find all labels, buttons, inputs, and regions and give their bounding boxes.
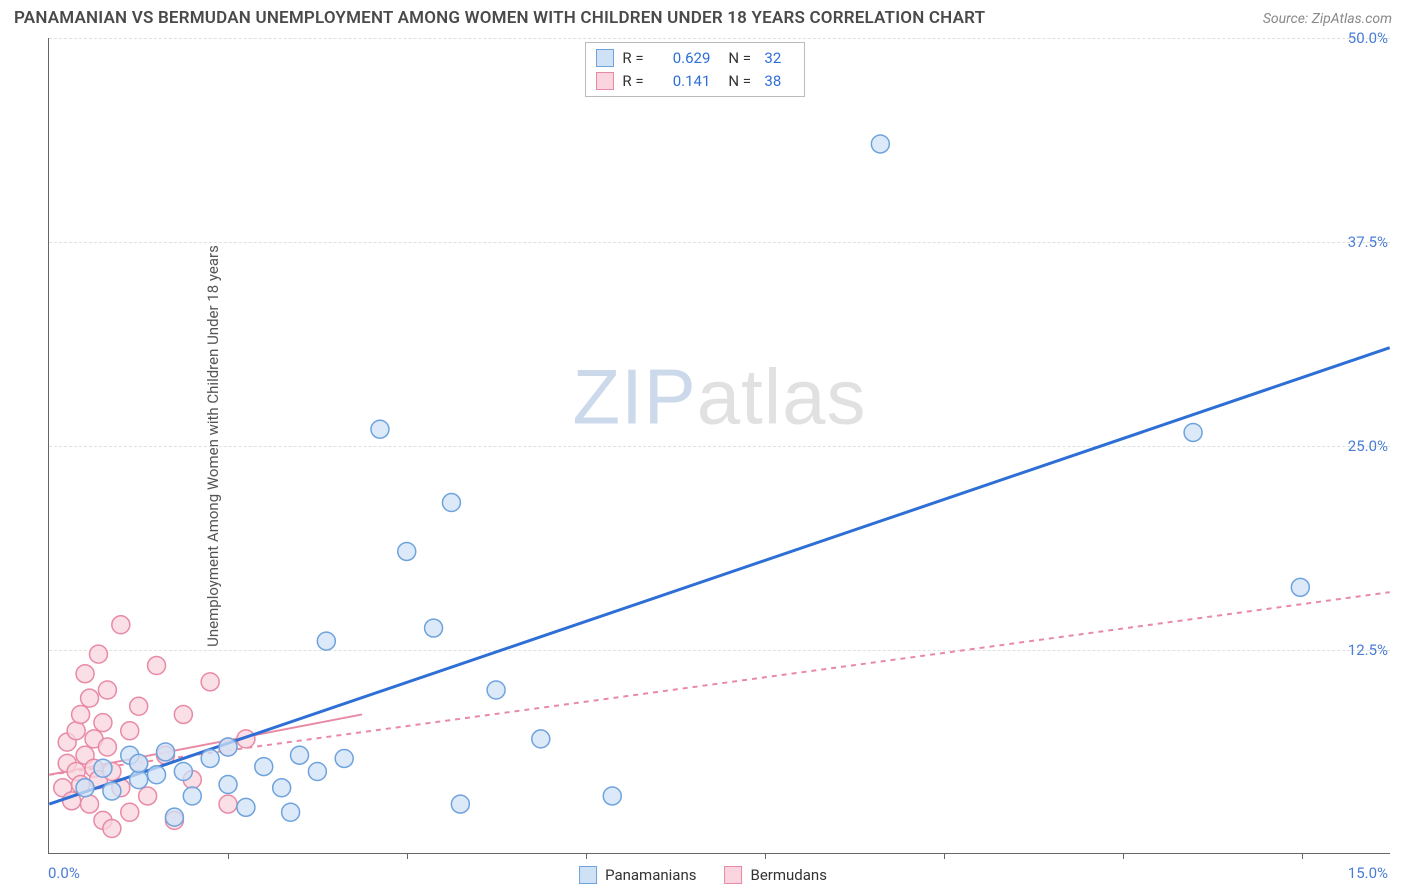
data-point — [1184, 423, 1202, 441]
data-point — [282, 803, 300, 821]
x-tick-label-max: 15.0% — [1348, 864, 1388, 882]
stat-swatch — [596, 72, 614, 90]
chart-title: PANAMANIAN VS BERMUDAN UNEMPLOYMENT AMON… — [14, 8, 985, 28]
chart-area: ZIPatlas R =0.629N =32R =0.141N =38 — [48, 38, 1390, 854]
regression-line-panamanians — [49, 348, 1389, 804]
y-tick-label: 37.5% — [1348, 233, 1388, 251]
stat-n-label: N = — [728, 47, 756, 70]
data-point — [291, 746, 309, 764]
stat-n-value: 32 — [764, 47, 794, 70]
legend-item-panamanians: Panamanians — [579, 866, 696, 884]
y-tick-label: 12.5% — [1348, 641, 1388, 659]
stat-n-label: N = — [728, 70, 756, 93]
y-tick-label: 25.0% — [1348, 437, 1388, 455]
stat-r-label: R = — [622, 70, 650, 93]
data-point — [398, 542, 416, 560]
data-point — [174, 705, 192, 723]
data-point — [98, 738, 116, 756]
legend-label-panamanians: Panamanians — [605, 866, 696, 884]
legend-swatch-panamanians — [579, 866, 597, 884]
data-point — [219, 738, 237, 756]
data-point — [335, 749, 353, 767]
data-point — [81, 795, 99, 813]
data-point — [442, 494, 460, 512]
data-point — [201, 749, 219, 767]
x-tick — [765, 853, 766, 859]
data-point — [67, 722, 85, 740]
data-point — [317, 632, 335, 650]
data-point — [219, 795, 237, 813]
stat-row-panamanians: R = 0.629 N = 32 — [596, 47, 794, 70]
data-point — [603, 787, 621, 805]
data-point — [94, 759, 112, 777]
x-tick — [586, 853, 587, 859]
data-point — [148, 766, 166, 784]
data-point — [94, 714, 112, 732]
data-point — [103, 820, 121, 838]
data-point — [532, 730, 550, 748]
data-point — [130, 697, 148, 715]
legend-item-bermudans: Bermudans — [724, 866, 826, 884]
data-point — [121, 803, 139, 821]
stat-n-value: 38 — [764, 70, 794, 93]
data-point — [130, 771, 148, 789]
data-point — [174, 763, 192, 781]
legend-label-bermudans: Bermudans — [750, 866, 826, 884]
data-point — [308, 763, 326, 781]
source-attribution: Source: ZipAtlas.com — [1263, 11, 1392, 27]
x-tick — [407, 853, 408, 859]
correlation-legend: R = 0.629 N = 32 R = 0.141 N = 38 — [585, 42, 805, 97]
data-point — [121, 722, 139, 740]
x-tick-label-min: 0.0% — [48, 864, 80, 882]
data-point — [219, 776, 237, 794]
data-point — [139, 787, 157, 805]
data-point — [1291, 578, 1309, 596]
scatter-plot — [49, 38, 1390, 853]
data-point — [98, 681, 116, 699]
data-point — [273, 779, 291, 797]
data-point — [112, 616, 130, 634]
plot-frame: ZIPatlas R =0.629N =32R =0.141N =38 — [48, 38, 1390, 854]
x-tick — [944, 853, 945, 859]
data-point — [103, 782, 121, 800]
data-point — [237, 798, 255, 816]
stat-r-value: 0.141 — [658, 70, 710, 93]
data-point — [156, 743, 174, 761]
data-point — [871, 135, 889, 153]
data-point — [255, 758, 273, 776]
x-tick — [1123, 853, 1124, 859]
data-point — [81, 689, 99, 707]
data-point — [76, 665, 94, 683]
data-point — [425, 619, 443, 637]
series-legend: Panamanians Bermudans — [579, 866, 827, 884]
data-point — [371, 420, 389, 438]
stat-swatch — [596, 49, 614, 67]
data-point — [487, 681, 505, 699]
data-point — [201, 673, 219, 691]
data-point — [183, 787, 201, 805]
data-point — [451, 795, 469, 813]
data-point — [89, 645, 107, 663]
y-tick-label: 50.0% — [1348, 29, 1388, 47]
x-tick — [228, 853, 229, 859]
data-point — [72, 705, 90, 723]
x-tick — [1302, 853, 1303, 859]
stat-r-value: 0.629 — [658, 47, 710, 70]
data-point — [165, 808, 183, 826]
stat-row-bermudans: R = 0.141 N = 38 — [596, 70, 794, 93]
data-point — [148, 657, 166, 675]
data-point — [130, 754, 148, 772]
stat-r-label: R = — [622, 47, 650, 70]
legend-swatch-bermudans — [724, 866, 742, 884]
data-point — [76, 779, 94, 797]
